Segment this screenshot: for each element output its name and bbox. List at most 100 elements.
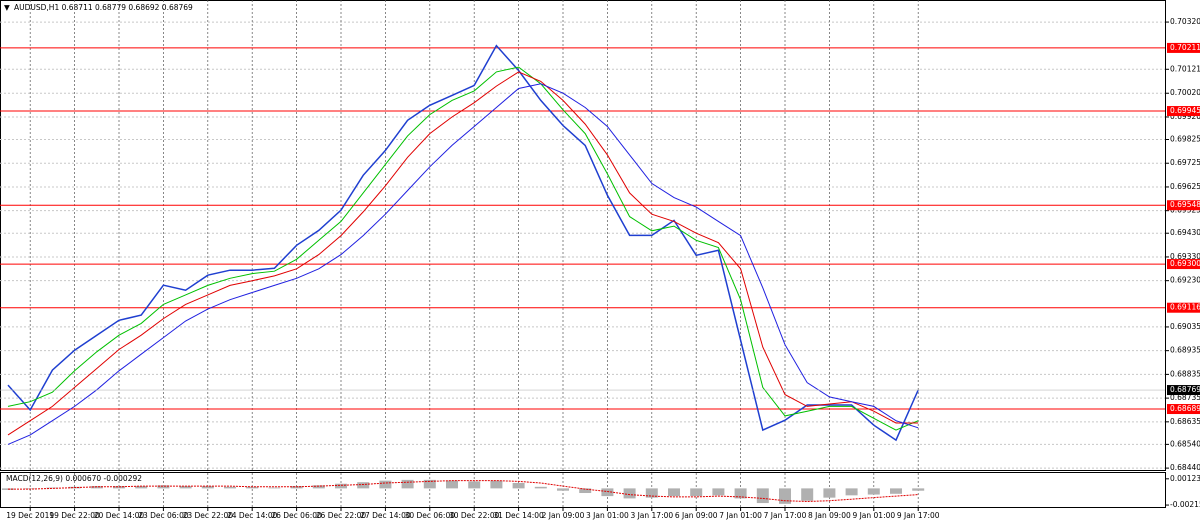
macd-bar xyxy=(201,486,214,489)
y-tick-label: 0.68540 xyxy=(1170,439,1200,448)
y-tick-label: 0.68635 xyxy=(1170,417,1200,426)
macd-bar xyxy=(534,486,547,489)
x-tick-label: 3 Jan 01:00 xyxy=(586,511,629,520)
x-tick-label: 3 Jan 17:00 xyxy=(630,511,673,520)
macd-bar xyxy=(668,488,680,497)
macd-bar xyxy=(845,488,858,496)
macd-bar xyxy=(335,483,347,489)
level-label-box xyxy=(1167,106,1200,117)
macd-bar xyxy=(379,480,392,489)
macd-bar xyxy=(490,480,503,489)
x-tick-label: 2 Jan 09:00 xyxy=(542,511,585,520)
macd-bar xyxy=(579,488,592,494)
y-tick-label: 0.69920 xyxy=(1170,112,1200,121)
macd-bar xyxy=(690,488,703,497)
macd-bar xyxy=(268,487,281,489)
macd-bar xyxy=(623,488,636,499)
x-tick-label: 9 Jan 01:00 xyxy=(852,511,895,520)
moving-average xyxy=(7,66,919,431)
macd-bar xyxy=(890,488,902,494)
macd-bar xyxy=(557,488,569,491)
macd-bar xyxy=(401,479,414,489)
x-tick-label: 19 Dec 2019 xyxy=(6,511,54,520)
x-tick-label: 31 Dec 14:00 xyxy=(493,511,544,520)
x-tick-label: 23 Dec 06:00 xyxy=(138,511,189,520)
moving-average xyxy=(7,83,919,445)
level-label: 0.69548 xyxy=(1170,200,1200,209)
macd-bar xyxy=(135,486,148,489)
macd-bar xyxy=(823,488,836,498)
level-label: 0.69300 xyxy=(1170,259,1200,268)
y-tick-label: 0.69825 xyxy=(1170,135,1200,144)
last-price-box xyxy=(1167,385,1200,396)
moving-average xyxy=(7,71,919,436)
macd-bar xyxy=(867,488,880,495)
macd-bar xyxy=(779,488,791,504)
macd-bar xyxy=(179,486,192,489)
level-label: 0.68689 xyxy=(1170,404,1200,413)
y-tick-label: 0.68735 xyxy=(1170,393,1200,402)
chart-title: AUDUSD,H1 0.68711 0.68779 0.68692 0.6876… xyxy=(14,3,193,12)
x-tick-label: 6 Jan 09:00 xyxy=(675,511,718,520)
level-label: 0.69945 xyxy=(1170,106,1200,115)
x-tick-label: 30 Dec 22:00 xyxy=(449,511,500,520)
macd-bar xyxy=(756,488,769,504)
x-tick-label: 27 Dec 14:00 xyxy=(360,511,411,520)
macd-title: MACD(12,26,9) 0.000670 -0.000292 xyxy=(6,474,142,483)
macd-bar xyxy=(912,488,925,491)
macd-bar xyxy=(157,485,170,489)
level-label-box xyxy=(1167,42,1200,53)
macd-bar xyxy=(712,488,725,496)
y-tick-label: 0.70121 xyxy=(1170,64,1200,73)
level-label-box xyxy=(1167,404,1200,415)
macd-bar xyxy=(46,487,59,489)
x-tick-label: 30 Dec 06:00 xyxy=(405,511,456,520)
y-tick-label: -0.002159 xyxy=(1170,500,1200,509)
y-tick-label: 0.70020 xyxy=(1170,88,1200,97)
x-tick-label: 7 Jan 17:00 xyxy=(764,511,807,520)
y-tick-label: 0.69330 xyxy=(1170,252,1200,261)
macd-bar xyxy=(224,486,236,489)
last-price-label: 0.68769 xyxy=(1170,385,1200,394)
macd-bar xyxy=(246,486,259,489)
y-tick-label: 0.68835 xyxy=(1170,369,1200,378)
y-tick-label: 0.69725 xyxy=(1170,158,1200,167)
level-label: 0.69116 xyxy=(1170,303,1200,312)
y-tick-label: 0.69625 xyxy=(1170,182,1200,191)
macd-bar xyxy=(801,488,814,501)
macd-bar xyxy=(357,482,370,489)
level-label-box xyxy=(1167,259,1200,270)
y-tick-label: 0.69430 xyxy=(1170,228,1200,237)
y-tick-label: 0.68935 xyxy=(1170,346,1200,355)
signal-line xyxy=(8,480,919,503)
macd-bar xyxy=(423,479,436,489)
x-tick-label: 7 Jan 01:00 xyxy=(719,511,762,520)
macd-bar xyxy=(512,482,525,489)
y-tick-label: 0.68440 xyxy=(1170,463,1200,472)
level-label: 0.70211 xyxy=(1170,43,1200,52)
x-tick-label: 23 Dec 22:00 xyxy=(183,511,234,520)
y-tick-label: 0.70320 xyxy=(1170,17,1200,26)
price-line xyxy=(7,44,919,442)
x-tick-label: 26 Dec 06:00 xyxy=(271,511,322,520)
menu-arrow[interactable]: ▼ xyxy=(4,3,10,12)
macd-bar xyxy=(645,488,658,498)
x-tick-label: 26 Dec 22:00 xyxy=(316,511,367,520)
x-tick-label: 24 Dec 14:00 xyxy=(227,511,278,520)
y-tick-label: 0.69230 xyxy=(1170,276,1200,285)
level-label-box xyxy=(1167,200,1200,211)
x-tick-label: 9 Jan 17:00 xyxy=(897,511,940,520)
macd-bar xyxy=(468,481,481,489)
x-tick-label: 8 Jan 09:00 xyxy=(808,511,851,520)
macd-bar xyxy=(734,488,747,499)
x-tick-label: 19 Dec 22:00 xyxy=(49,511,100,520)
level-label-box xyxy=(1167,302,1200,313)
y-tick-label: 0.69035 xyxy=(1170,322,1200,331)
macd-bar xyxy=(446,480,458,489)
y-tick-label: 0.001238 xyxy=(1170,474,1200,483)
macd-bar xyxy=(312,485,325,489)
x-tick-label: 20 Dec 14:00 xyxy=(94,511,145,520)
main-pane xyxy=(0,0,1166,471)
macd-bar xyxy=(601,488,614,497)
